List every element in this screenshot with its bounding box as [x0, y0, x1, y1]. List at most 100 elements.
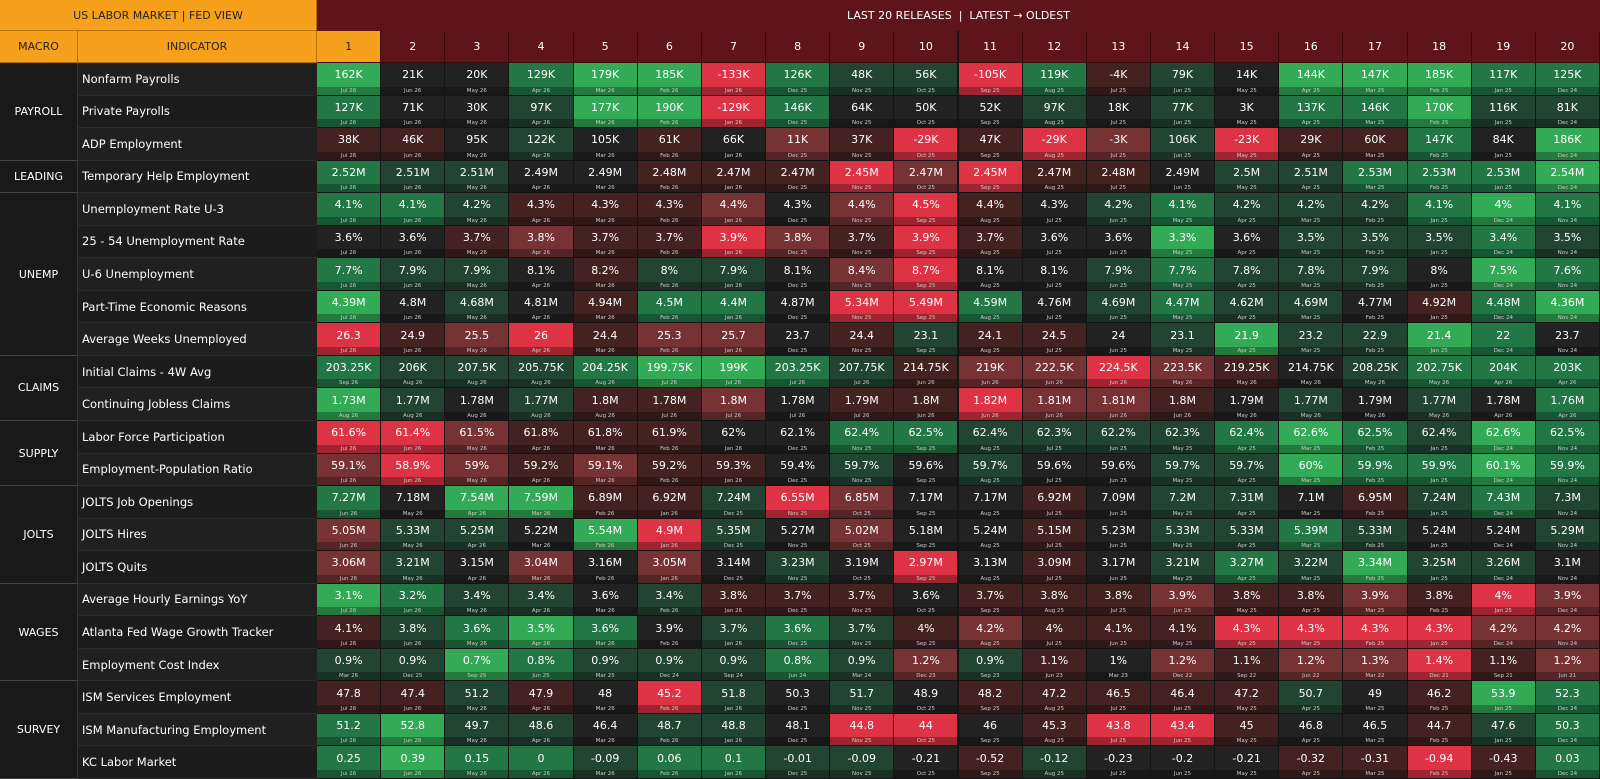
- cell: 4.1% Jun 25: [1086, 616, 1151, 649]
- cell: 62% Jan 26: [701, 421, 767, 454]
- cell: 25.7 Jan 26: [701, 323, 767, 356]
- cell-value: 4.3%: [1425, 621, 1454, 635]
- cell-date: Dec 24: [1535, 607, 1599, 616]
- cell-date: Apr 25: [1279, 769, 1343, 778]
- cell-value: 6.85M: [844, 491, 879, 505]
- cell-date: May 26: [1343, 411, 1407, 420]
- cell-value: 3.6%: [1232, 230, 1261, 244]
- cell-value: 5.25M: [459, 523, 494, 537]
- cell-date: Jun 25: [1086, 444, 1150, 453]
- cell: 3.21M May 25: [1150, 551, 1216, 584]
- cell-date: Aug 26: [573, 379, 637, 388]
- cell-value: 5.24M: [1422, 523, 1457, 537]
- cell: 6.89M Feb 26: [573, 486, 638, 519]
- cell-date: Mar 26: [573, 151, 637, 160]
- cell-value: 6.92M: [652, 491, 687, 505]
- indicator-label: JOLTS Job Openings: [78, 486, 317, 519]
- cell: 58.9% Jun 26: [381, 453, 446, 487]
- cell-date: May 25: [1150, 574, 1215, 583]
- cell-date: Feb 25: [1407, 119, 1471, 128]
- cell-date: Aug 25: [1022, 151, 1086, 160]
- column-header: 9: [830, 31, 895, 63]
- cell-value: 7.7%: [1168, 263, 1197, 277]
- cell: 4.36M Nov 24: [1535, 290, 1600, 324]
- cell-value: 3.9%: [719, 230, 748, 244]
- cell: 59.6% Jun 25: [1086, 453, 1151, 487]
- cell-date: Jul 26: [317, 249, 381, 258]
- cell-date: Jul 25: [1086, 607, 1150, 616]
- cell-value: 4.2%: [1296, 198, 1325, 212]
- cell: 7.31M Apr 25: [1215, 486, 1280, 519]
- cell: 162K Jul 26: [317, 63, 382, 96]
- cell-value: 7.9%: [462, 263, 491, 277]
- cell-date: Mar 25: [1343, 704, 1407, 713]
- cell-value: 4.5%: [911, 198, 940, 212]
- cell-date: Feb 26: [637, 607, 701, 616]
- cell-value: 4.3%: [783, 198, 812, 212]
- cell: 24.9 Jun 26: [381, 323, 446, 356]
- cell-value: 50.3: [785, 686, 810, 700]
- cell: 4.2% Aug 25: [958, 616, 1023, 649]
- indicator-label: KC Labor Market: [78, 746, 317, 779]
- cell: -133K Jan 26: [701, 63, 767, 96]
- cell-date: Jul 26: [317, 704, 381, 713]
- cell-date: May 25: [1215, 119, 1279, 128]
- column-header: 6: [637, 31, 702, 63]
- cell-value: 25.3: [657, 328, 682, 342]
- cell: 1.1% Sep 21: [1471, 648, 1536, 682]
- cell: 61.5% May 26: [445, 421, 510, 454]
- cell-value: 4%: [1494, 198, 1512, 212]
- cell-value: 62.5%: [1549, 426, 1585, 440]
- cell: 1.3% Mar 22: [1343, 648, 1408, 682]
- cell-date: Apr 25: [1279, 86, 1343, 95]
- cell-value: 62.5%: [1357, 426, 1393, 440]
- cell-date: Jul 26: [317, 477, 381, 486]
- cell: 46.5 Mar 25: [1343, 713, 1408, 747]
- cell: 5.27M Nov 25: [766, 518, 831, 552]
- cell-date: Apr 26: [509, 346, 573, 355]
- column-header: 19: [1471, 31, 1536, 63]
- cell: 46K Jun 26: [381, 128, 446, 161]
- cell-value: 62.4%: [1421, 426, 1457, 440]
- cell-value: 3.22M: [1293, 556, 1328, 570]
- cell-value: -0.43: [1489, 751, 1518, 765]
- cell-value: 61K: [658, 133, 680, 147]
- cell-date: Aug 25: [958, 639, 1022, 648]
- cell-value: 147K: [1425, 133, 1454, 147]
- cell: 5.24M Dec 24: [1471, 518, 1536, 552]
- cell-value: 105K: [591, 133, 620, 147]
- cell-value: 62.6%: [1485, 426, 1521, 440]
- cell: 4.3% Dec 25: [766, 193, 831, 226]
- cell-value: 144K: [1296, 68, 1325, 82]
- cell-date: Jun 25: [1086, 346, 1150, 355]
- cell-date: Jun 24: [766, 672, 830, 681]
- cell-date: Apr 26: [509, 477, 573, 486]
- cell-value: 6.89M: [588, 491, 623, 505]
- cell-value: 5.22M: [524, 523, 558, 537]
- cell-date: Feb 26: [573, 509, 637, 518]
- cell-date: May 26: [445, 737, 509, 746]
- cell-date: Jul 25: [1022, 281, 1086, 290]
- cell-date: Jun 25: [1150, 86, 1215, 95]
- cell-date: May 26: [1279, 411, 1343, 420]
- cell-date: Jul 25: [1086, 769, 1150, 778]
- cell: 5.54M Feb 26: [573, 518, 638, 552]
- cell: 3.8% May 25: [1215, 583, 1280, 617]
- cell-date: Dec 24: [1535, 184, 1599, 193]
- cell-value: 190K: [655, 100, 684, 114]
- cell: 3.26M Dec 24: [1471, 551, 1536, 584]
- cell-date: Jan 26: [701, 704, 766, 713]
- cell-value: 3.9%: [1168, 588, 1197, 602]
- cell: 3.25M Jan 25: [1407, 551, 1472, 584]
- indicator-label: 25 - 54 Unemployment Rate: [78, 225, 317, 259]
- cell-value: 58.9%: [395, 458, 431, 472]
- cell-value: 47.2: [1234, 686, 1259, 700]
- cell-value: 7.27M: [331, 491, 366, 505]
- cell: 3.7% Nov 25: [830, 225, 895, 259]
- cell-value: 186K: [1553, 133, 1582, 147]
- cell-date: Feb 26: [637, 119, 701, 128]
- cell-value: 4.4M: [719, 296, 747, 310]
- cell-date: Jan 25: [1407, 509, 1471, 518]
- cell-date: Sep 25: [894, 639, 958, 648]
- cell-value: 48.6: [528, 719, 554, 733]
